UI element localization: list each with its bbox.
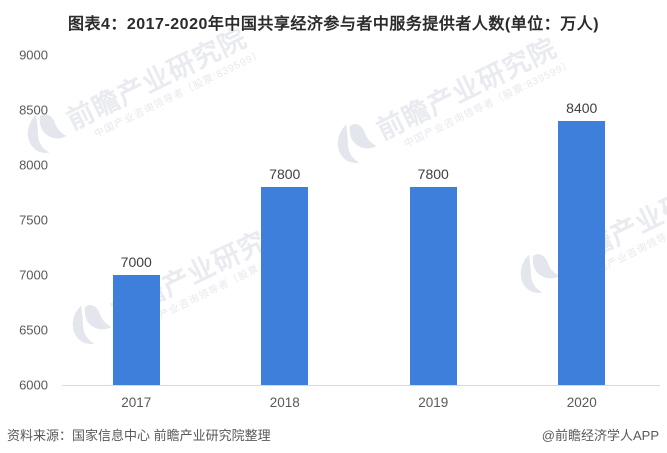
x-axis-category-label: 2018	[269, 395, 300, 410]
bar-value-label: 7000	[120, 254, 152, 270]
qianzhan-logo-icon	[72, 304, 112, 344]
y-axis-tick-label: 9000	[19, 47, 48, 63]
bar-value-label: 7800	[417, 166, 449, 182]
bar-2019	[409, 187, 457, 385]
credit-note: @前瞻经济学人APP	[541, 428, 659, 443]
bar-value-label: 8400	[566, 100, 598, 116]
bar-2017	[112, 275, 160, 385]
y-axis-tick-label: 7500	[19, 212, 48, 228]
y-axis-tick-label: 8000	[19, 157, 48, 173]
x-axis-category-label: 2017	[121, 395, 152, 410]
y-axis-tick-label: 8500	[19, 102, 48, 118]
qianzhan-logo-icon	[337, 123, 377, 163]
y-axis-tick-label: 6500	[19, 322, 48, 338]
chart-title: 图表4：2017-2020年中国共享经济参与者中服务提供者人数(单位：万人)	[67, 16, 600, 33]
qianzhan-logo-icon	[520, 253, 560, 293]
bar-2020	[558, 121, 606, 385]
bar-2018	[261, 187, 309, 385]
x-axis-category-label: 2020	[566, 395, 597, 410]
source-note: 资料来源：国家信息中心 前瞻产业研究院整理	[7, 428, 271, 443]
y-axis-tick-label: 7000	[19, 267, 48, 283]
bar-value-label: 7800	[269, 166, 301, 182]
x-axis-line	[62, 385, 660, 386]
watermark-brand-text: 前瞻产业研究院	[62, 22, 252, 136]
watermark-tagline-text: 中国产业咨询领导者（股票:839599）	[92, 48, 265, 141]
y-axis-tick-label: 6000	[19, 377, 48, 393]
x-axis-category-label: 2019	[418, 395, 449, 410]
watermark-brand-text: 前瞻产业研究院	[372, 32, 562, 146]
